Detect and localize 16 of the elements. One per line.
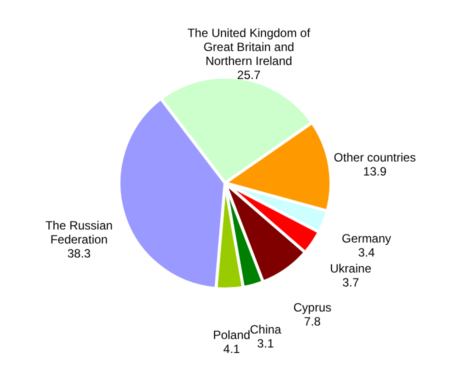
slice-label: Ukraine (330, 261, 372, 276)
data-label: 13.9 (363, 164, 387, 178)
data-label: 38.3 (67, 246, 92, 260)
slice-label: Poland (212, 328, 250, 342)
slice-label: Germany (342, 232, 392, 246)
data-label: 25.7 (237, 68, 261, 82)
data-label: 3.4 (358, 246, 376, 260)
slice-label: The Russian Federation (45, 218, 113, 246)
slice-label: China (250, 322, 282, 336)
data-label: 4.1 (223, 342, 240, 356)
slice-label: The United Kingdom of Great Britain and Northern Ireland (187, 26, 311, 68)
data-label: 3.1 (257, 336, 274, 350)
slice-label: Cyprus (293, 300, 332, 314)
data-label: 3.7 (342, 275, 360, 290)
data-label: 7.8 (304, 314, 322, 328)
slice-label: Other countries (334, 150, 416, 164)
